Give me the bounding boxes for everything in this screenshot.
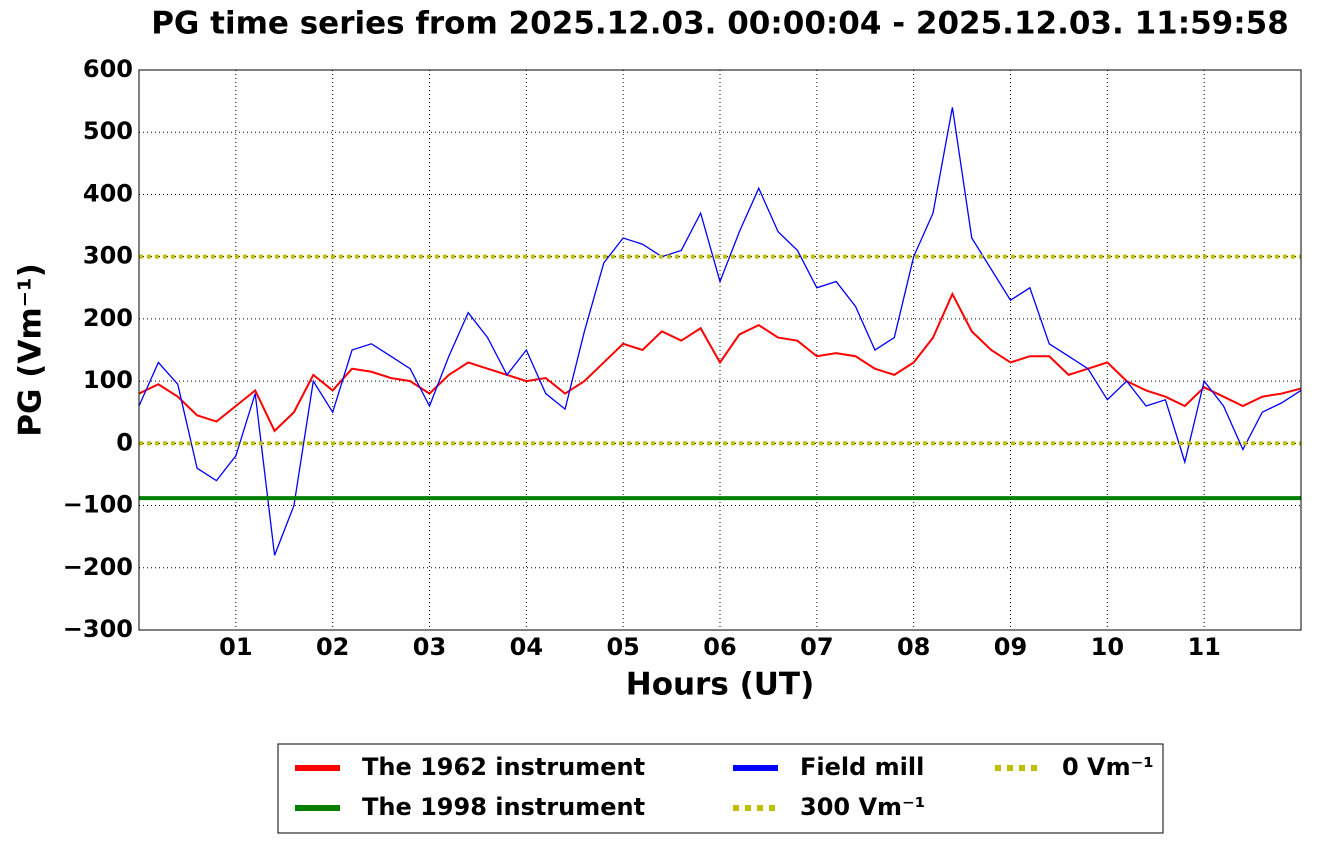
- y-tick-label: 500: [83, 117, 133, 145]
- x-tick-label: 07: [800, 633, 833, 661]
- y-tick-label: −300: [63, 615, 133, 643]
- y-tick-label: 400: [83, 179, 133, 207]
- x-tick-label: 06: [703, 633, 736, 661]
- series-line: [138, 291, 1302, 433]
- legend-label: 300 Vm⁻¹: [800, 793, 925, 821]
- legend-label: Field mill: [800, 753, 924, 781]
- legend-label: The 1998 instrument: [362, 793, 645, 821]
- chart-title: PG time series from 2025.12.03. 00:00:04…: [151, 6, 1289, 42]
- x-tick-label: 09: [994, 633, 1027, 661]
- x-tick-label: 04: [510, 633, 543, 661]
- x-tick-label: 03: [413, 633, 446, 661]
- x-axis-label: Hours (UT): [626, 667, 815, 703]
- plot-frame: [138, 69, 1302, 631]
- y-tick-label: 200: [83, 304, 133, 332]
- legend-label: 0 Vm⁻¹: [1062, 753, 1154, 781]
- x-tick-label: 05: [606, 633, 639, 661]
- legend: [277, 743, 1164, 834]
- y-tick-label: 600: [83, 55, 133, 83]
- y-tick-label: −200: [63, 553, 133, 581]
- series-line: [138, 107, 1302, 556]
- y-axis-label: PG (Vm⁻¹): [13, 263, 49, 437]
- x-tick-label: 08: [897, 633, 930, 661]
- x-tick-label: 02: [316, 633, 349, 661]
- y-tick-label: 0: [116, 428, 133, 456]
- x-tick-label: 01: [219, 633, 252, 661]
- x-tick-label: 10: [1091, 633, 1124, 661]
- x-tick-label: 11: [1187, 633, 1220, 661]
- y-tick-label: 300: [83, 242, 133, 270]
- y-tick-label: 100: [83, 366, 133, 394]
- legend-label: The 1962 instrument: [362, 753, 645, 781]
- y-tick-label: −100: [63, 491, 133, 519]
